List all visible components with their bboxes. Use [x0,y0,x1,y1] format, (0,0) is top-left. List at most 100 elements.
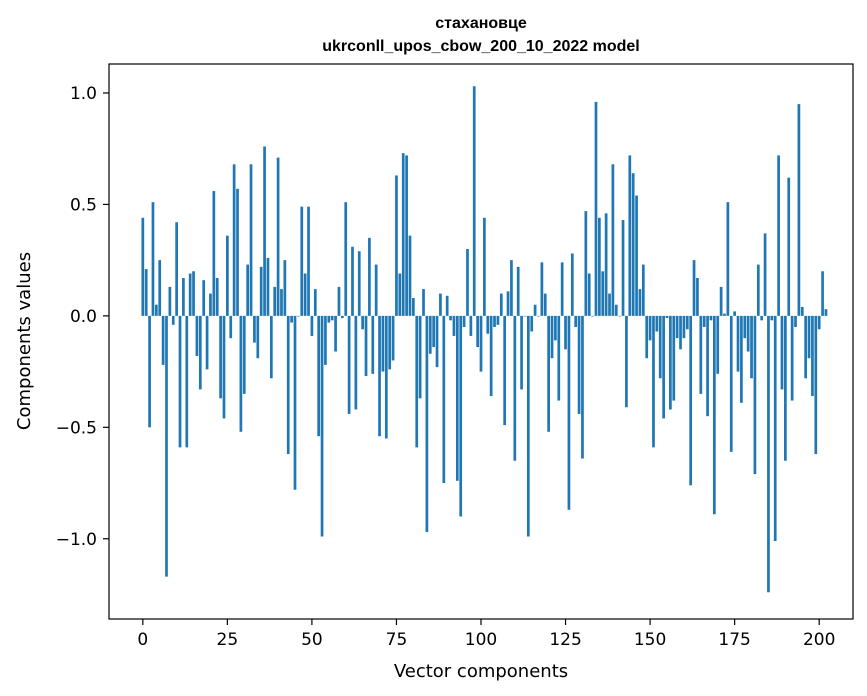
bar [584,211,588,316]
bar [726,202,730,316]
bar [543,293,547,316]
bar [324,315,327,365]
bar [412,298,415,316]
bar [483,217,486,316]
bar [587,273,591,316]
bar [689,315,693,486]
bar [675,315,679,339]
bar [293,315,297,490]
bar [662,315,665,419]
bar [215,277,219,316]
bar [685,315,689,330]
bar [452,315,456,336]
bar [158,260,162,316]
bar [269,315,273,379]
bar [205,315,209,370]
bar [219,315,222,399]
bar [374,264,378,316]
bar [432,315,436,348]
bar [286,315,290,455]
bar [384,315,388,439]
bar [361,315,364,330]
bar [591,315,594,317]
bar [222,315,226,419]
bar [577,315,581,414]
bar [391,315,395,361]
bar [209,293,212,316]
bar [493,315,496,328]
bar [706,315,709,417]
bar [185,315,189,448]
bar [466,249,469,316]
x-axis-label: Vector components [394,661,568,682]
bar [770,315,774,321]
bar [800,306,804,316]
bar [435,315,439,368]
bar [780,315,784,390]
bar [784,315,787,461]
y-tick-label: 0.0 [70,307,97,327]
bar [161,315,165,365]
bar [756,264,760,316]
x-axis-ticks: 0 25 50 75 100 125 150 175 200 [137,619,835,650]
bar [242,315,246,394]
bar [526,315,530,537]
bar [347,315,351,414]
bar [192,271,195,316]
bar [317,315,321,437]
bar [168,286,172,316]
bar [564,315,567,350]
bar [310,315,314,336]
x-tick-label: 25 [217,630,239,650]
bar [388,315,392,370]
bar [354,315,358,410]
bar [648,315,652,341]
bar [266,257,270,316]
bar [455,315,459,481]
bar [520,315,523,390]
bar [357,251,361,316]
bar [547,315,550,432]
x-tick-label: 75 [386,630,408,650]
bar [401,153,405,316]
bar [750,315,753,379]
bar [743,315,747,339]
bar [631,173,635,316]
bar [794,315,797,328]
bar [567,315,571,510]
bar [428,315,432,354]
bar [645,315,649,359]
bar [253,315,256,343]
bar [594,101,598,316]
bar [777,155,780,316]
y-tick-label: 0.5 [70,195,97,215]
bar [635,195,638,316]
bar [581,315,584,459]
bar [523,315,527,317]
bar [625,315,628,408]
bar [334,315,337,352]
bar [297,315,300,317]
bar [165,315,168,577]
bar [246,264,250,316]
bar [283,260,287,316]
bar [604,213,608,316]
bar [503,315,507,426]
x-tick-label: 50 [301,630,323,650]
bar [516,266,520,316]
bar [313,289,317,316]
bar [175,222,178,316]
bar [692,260,696,316]
bar [496,315,500,325]
bar [405,155,408,316]
bar [570,253,574,316]
bar [290,315,293,323]
bar [746,315,750,352]
bar [533,304,537,316]
bar [814,315,818,455]
bar [371,315,375,374]
bar [479,315,483,372]
bar [340,315,344,319]
